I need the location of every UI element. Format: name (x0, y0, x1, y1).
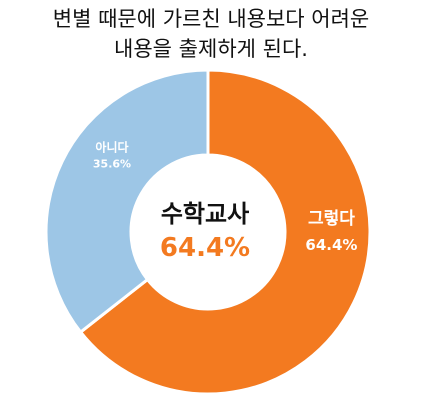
slice-label-yes: 그렇다 (308, 209, 355, 229)
center-value: 64.4% (160, 233, 250, 263)
chart-title-line-1: 변별 때문에 가르친 내용보다 어려운 (53, 7, 370, 31)
slice-value-yes: 64.4% (305, 236, 357, 254)
slice-value-no: 35.6% (93, 158, 131, 171)
donut-slice-yes (78, 68, 372, 396)
center-label: 수학교사 (161, 200, 249, 228)
donut-slices (44, 68, 372, 396)
donut-slice-no (44, 68, 210, 335)
slice-label-no: 아니다 (95, 140, 128, 155)
slice-labels: 그렇다 64.4% 아니다 35.6% (93, 140, 358, 254)
chart-title-line-2: 내용을 출제하게 된다. (114, 37, 308, 61)
